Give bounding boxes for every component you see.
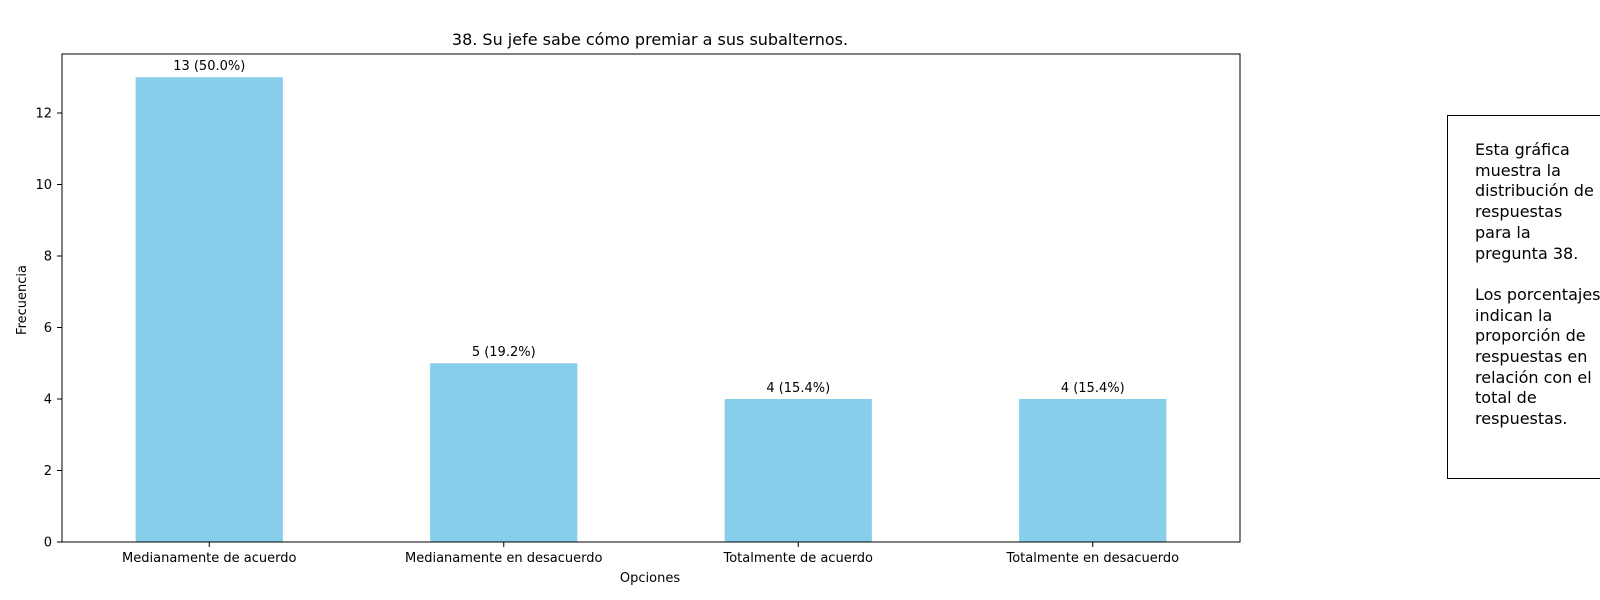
y-tick-label: 0	[44, 536, 52, 551]
bar-data-label: 5 (19.2%)	[472, 345, 536, 360]
bar-data-label: 4 (15.4%)	[766, 381, 830, 396]
bar	[430, 363, 578, 542]
y-tick-label: 4	[44, 392, 52, 407]
x-tick-label: Totalmente en desacuerdo	[1005, 551, 1179, 566]
bar	[724, 398, 872, 542]
x-tick-label: Medianamente de acuerdo	[122, 551, 296, 566]
bar-data-label: 13 (50.0%)	[173, 59, 245, 74]
annotation-box: Esta gráfica muestra la distribución de …	[1447, 115, 1600, 479]
x-tick-label: Totalmente de acuerdo	[722, 551, 873, 566]
y-tick-label: 12	[35, 106, 52, 121]
bar	[135, 77, 283, 542]
y-tick-label: 6	[44, 321, 52, 336]
y-tick-label: 10	[35, 178, 52, 193]
y-tick-label: 2	[44, 464, 52, 479]
plot-frame	[61, 53, 1241, 543]
bar	[1019, 398, 1167, 542]
chart-title: 38. Su jefe sabe cómo premiar a sus suba…	[452, 30, 848, 49]
x-tick-label: Medianamente en desacuerdo	[405, 551, 602, 566]
bar-data-label: 4 (15.4%)	[1061, 381, 1125, 396]
x-axis-label: Opciones	[620, 571, 680, 586]
y-axis-label: Frecuencia	[15, 265, 30, 335]
annotation-text: Esta gráfica muestra la distribución de …	[1475, 140, 1600, 429]
y-tick-label: 8	[44, 249, 52, 264]
